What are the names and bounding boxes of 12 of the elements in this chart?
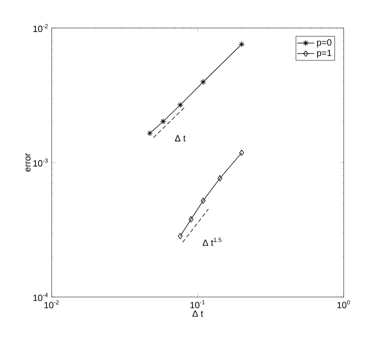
annotation: Δ t$^{1.5}$ — [202, 238, 222, 246]
x-tick-label: 10$^{-2}$ — [44, 300, 59, 308]
annotation: Δ t — [174, 135, 186, 142]
y-tick-label: 10$^{-2}$ — [33, 24, 48, 32]
legend-label: p=1 — [317, 50, 332, 58]
x-axis-title: Δ t — [192, 310, 204, 317]
x-tick-label: 10$^{-1}$ — [190, 300, 205, 308]
y-tick-label: 10$^{-4}$ — [33, 293, 48, 302]
x-tick-label: 10$^{0}$ — [337, 300, 350, 308]
y-axis-title: error — [26, 153, 31, 172]
y-tick-label: 10$^{-3}$ — [33, 158, 48, 167]
legend-label: p=0 — [317, 39, 332, 48]
